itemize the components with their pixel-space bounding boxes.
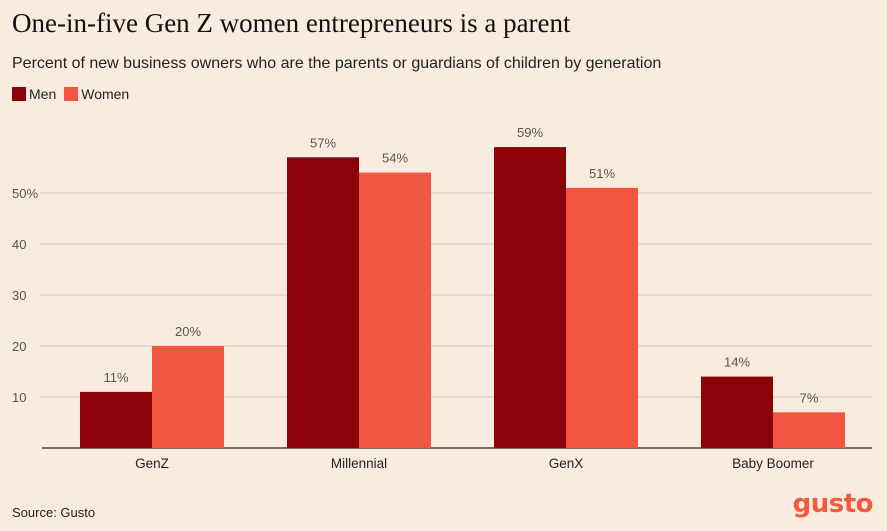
- legend-swatch-women: [64, 87, 79, 101]
- data-label: 20%: [175, 324, 201, 339]
- y-tick-label: 20: [12, 339, 26, 354]
- bar-men-millennial: [287, 157, 359, 449]
- chart-title: One-in-five Gen Z women entrepreneurs is…: [12, 8, 571, 38]
- bar-men-genx: [494, 147, 566, 448]
- legend-label-women: Women: [81, 86, 130, 102]
- data-label: 14%: [724, 355, 750, 370]
- x-category-label: Millennial: [331, 456, 387, 471]
- bar-men-baby-boomer: [701, 376, 773, 448]
- legend-label-men: Men: [29, 86, 57, 102]
- y-tick-label: 40: [12, 237, 26, 252]
- data-label: 57%: [310, 135, 336, 150]
- data-label: 51%: [589, 166, 615, 181]
- y-tick-label: 10: [12, 390, 26, 405]
- data-label: 54%: [382, 151, 408, 166]
- legend-item-men: Men: [12, 86, 56, 102]
- x-category-label: GenX: [549, 456, 584, 471]
- source-note: Source: Gusto: [12, 505, 96, 520]
- y-tick-label: 50%: [12, 186, 38, 201]
- legend-swatch-men: [12, 87, 26, 101]
- bar-women-genx: [566, 187, 638, 448]
- bar-women-baby-boomer: [773, 412, 845, 448]
- x-category-label: Baby Boomer: [732, 456, 814, 471]
- bar-women-millennial: [359, 172, 431, 448]
- gusto-logo: gusto: [792, 489, 874, 519]
- data-label: 7%: [800, 390, 819, 405]
- chart-subtitle: Percent of new business owners who are t…: [12, 55, 662, 72]
- bar-women-genz: [152, 346, 224, 448]
- data-label: 11%: [103, 370, 128, 385]
- x-category-label: GenZ: [135, 456, 169, 471]
- legend-item-women: Women: [64, 86, 129, 102]
- y-tick-label: 30: [12, 288, 26, 303]
- chart-legend: Men Women: [12, 86, 137, 102]
- data-label: 59%: [517, 125, 543, 140]
- bar-men-genz: [80, 391, 152, 448]
